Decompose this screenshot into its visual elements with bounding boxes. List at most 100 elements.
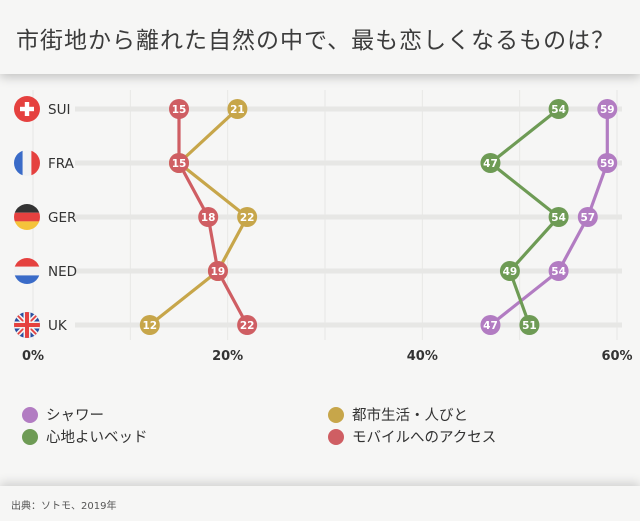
data-label: 15 (172, 104, 187, 116)
data-point-marker (548, 99, 569, 119)
data-label: 54 (551, 212, 566, 224)
data-label: 19 (211, 266, 226, 278)
data-point-marker (169, 153, 189, 173)
flag-stripes (14, 258, 40, 284)
legend-label: 都市生活・人びと (352, 408, 468, 424)
x-tick-label: 60% (601, 349, 632, 364)
data-point-marker (139, 315, 160, 335)
footer: 出典：ソトモ、2019年 (0, 486, 640, 521)
data-point-marker (597, 153, 618, 173)
source-note: 出典：ソトモ、2019年 (11, 501, 117, 512)
flag-stripe (14, 258, 40, 267)
data-label: 22 (240, 320, 255, 332)
x-tick-label: 20% (212, 349, 243, 364)
data-point: 51 (519, 315, 540, 335)
flag-parts (14, 312, 40, 338)
legend-item-bed: 心地よいベッド (22, 426, 148, 447)
chart-title: 市街地から離れた自然の中で、最も恋しくなるものは？ (16, 28, 616, 54)
data-point: 15 (169, 99, 189, 119)
data-label: 12 (142, 320, 157, 332)
flag-stripes (14, 204, 40, 230)
category-label: FRA (48, 156, 75, 172)
german-flag-icon (14, 204, 40, 230)
legend-swatch (328, 429, 344, 445)
data-point: 54 (548, 207, 569, 227)
data-point-marker (480, 315, 501, 335)
category-label: NED (48, 264, 77, 280)
category-label: UK (48, 318, 68, 334)
flag-stripe (31, 150, 40, 176)
x-tick-label: 40% (407, 349, 438, 364)
legend-item-mobile: モバイルへのアクセス (328, 426, 496, 447)
data-label: 21 (230, 104, 245, 116)
data-point: 54 (548, 99, 569, 119)
data-point-marker (499, 261, 520, 281)
data-label: 54 (551, 266, 566, 278)
data-label: 47 (483, 158, 498, 170)
data-label: 51 (522, 320, 537, 332)
flag-stripe (14, 204, 40, 213)
legend-label: 心地よいベッド (46, 430, 148, 446)
data-label: 49 (503, 266, 518, 278)
data-point-marker (597, 99, 618, 119)
swiss-flag-icon (14, 96, 40, 122)
data-points: 5959575447544754495121152219121515181922 (139, 99, 618, 335)
data-point: 59 (597, 153, 618, 173)
data-point: 49 (499, 261, 520, 281)
uk-flag-icon (14, 312, 40, 338)
category-label: SUI (48, 102, 70, 118)
flag-stripe (14, 275, 40, 284)
x-tick-label: 0% (22, 349, 44, 364)
flag-stripe (14, 221, 40, 230)
category-labels: SUI FRA GER NED UK (14, 96, 77, 338)
legend-label: モバイルへのアクセス (352, 430, 497, 446)
data-point-marker (548, 261, 569, 281)
flag-stripe (14, 266, 40, 276)
flag-stripe (14, 212, 40, 222)
data-point-marker (577, 207, 598, 227)
data-point-marker (519, 315, 540, 335)
legend-label: シャワー (46, 408, 104, 424)
data-label: 54 (551, 104, 566, 116)
french-flag-icon (14, 150, 40, 176)
data-point: 59 (597, 99, 618, 119)
data-label: 59 (600, 104, 615, 116)
data-point: 22 (237, 315, 258, 335)
legend-swatch (22, 407, 38, 423)
data-point: 22 (237, 207, 258, 227)
data-point-marker (227, 99, 248, 119)
data-point-marker (198, 207, 219, 227)
data-label: 47 (483, 320, 498, 332)
category-label: GER (48, 210, 76, 226)
data-point-marker (207, 261, 228, 281)
data-point: 18 (198, 207, 219, 227)
flag-stripe (14, 150, 23, 176)
legend-swatch (328, 407, 344, 423)
data-point: 12 (139, 315, 160, 335)
data-label: 57 (580, 212, 595, 224)
data-point: 57 (577, 207, 598, 227)
header: 市街地から離れた自然の中で、最も恋しくなるものは？ (0, 0, 640, 74)
data-point-marker (237, 207, 258, 227)
data-point: 54 (548, 261, 569, 281)
flag-stripe (22, 150, 32, 176)
data-point-marker (169, 99, 189, 119)
flag-cross (25, 312, 29, 338)
legend-item-city: 都市生活・人びと (328, 404, 468, 425)
data-label: 15 (172, 158, 187, 170)
flag-stripes (14, 150, 40, 176)
data-label: 59 (600, 158, 615, 170)
x-axis-ticks: 0% 20% 40% 60% (22, 349, 633, 364)
flag-cross (20, 106, 34, 112)
legend-item-shower: シャワー (22, 404, 104, 425)
data-point: 47 (480, 153, 501, 173)
dutch-flag-icon (14, 258, 40, 284)
data-point: 21 (227, 99, 248, 119)
data-point: 19 (207, 261, 228, 281)
data-point: 47 (480, 315, 501, 335)
data-label: 18 (201, 212, 216, 224)
legend-swatch (22, 429, 38, 445)
data-point: 15 (169, 153, 189, 173)
data-label: 22 (240, 212, 255, 224)
